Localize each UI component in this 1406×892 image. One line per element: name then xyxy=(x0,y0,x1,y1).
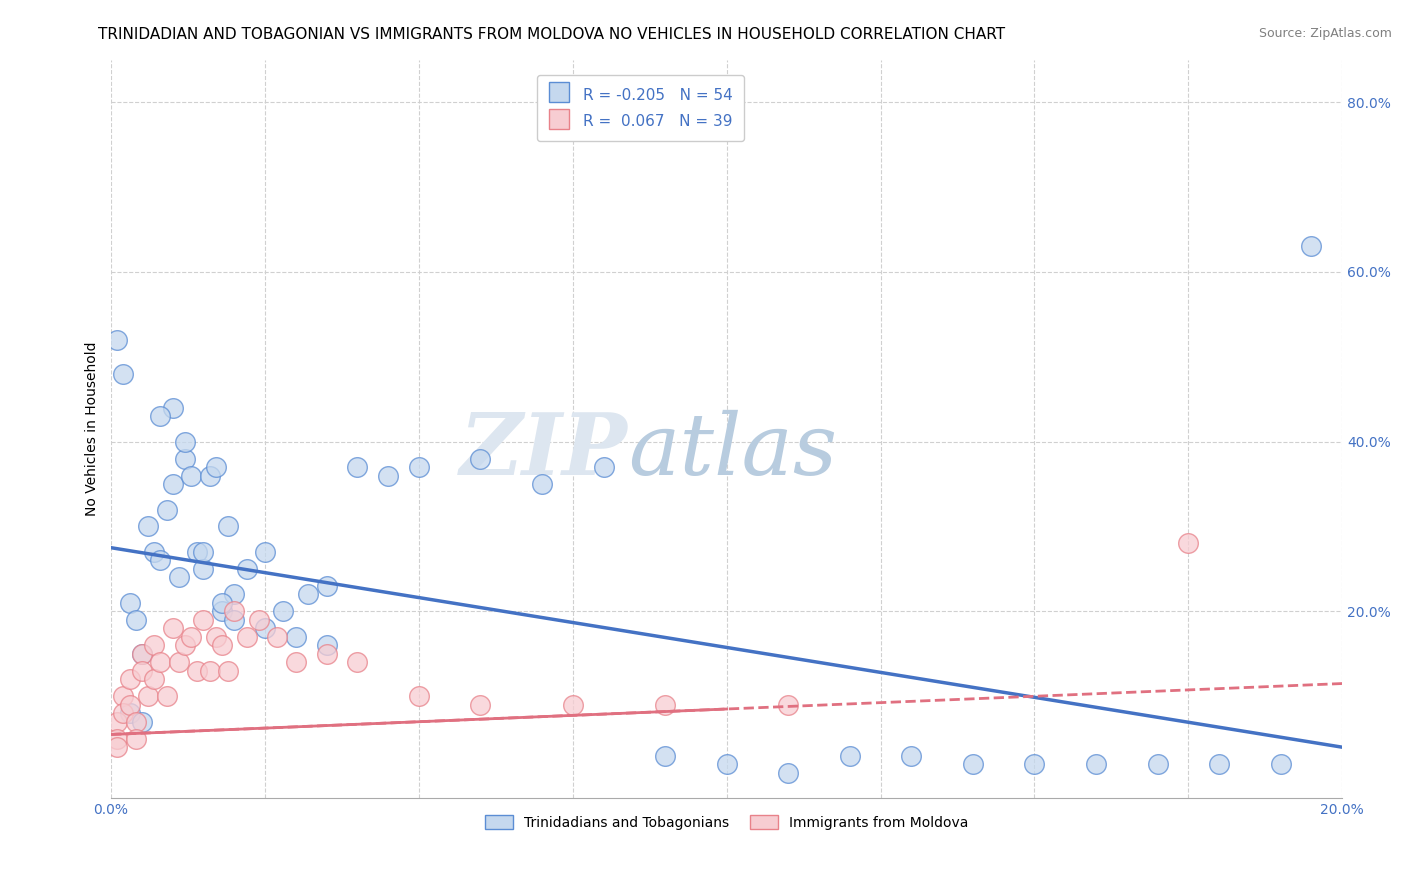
Point xyxy=(253,621,276,635)
Point xyxy=(211,604,233,618)
Point xyxy=(900,748,922,763)
Point xyxy=(131,714,153,729)
Point xyxy=(155,502,177,516)
Point xyxy=(1024,757,1046,772)
Point xyxy=(217,664,239,678)
Point xyxy=(211,638,233,652)
Text: Source: ZipAtlas.com: Source: ZipAtlas.com xyxy=(1258,27,1392,40)
Point xyxy=(162,477,184,491)
Point xyxy=(143,673,166,687)
Point xyxy=(217,519,239,533)
Point xyxy=(125,714,148,729)
Point xyxy=(1270,757,1292,772)
Point xyxy=(1177,536,1199,550)
Point xyxy=(470,451,492,466)
Point xyxy=(125,731,148,746)
Point xyxy=(131,664,153,678)
Point xyxy=(143,638,166,652)
Point xyxy=(315,638,337,652)
Point xyxy=(408,460,430,475)
Point xyxy=(247,613,270,627)
Point xyxy=(136,519,159,533)
Point xyxy=(149,553,172,567)
Point xyxy=(118,706,141,721)
Text: atlas: atlas xyxy=(628,409,838,492)
Point xyxy=(224,613,246,627)
Legend: Trinidadians and Tobagonians, Immigrants from Moldova: Trinidadians and Tobagonians, Immigrants… xyxy=(479,810,974,836)
Point xyxy=(136,690,159,704)
Point xyxy=(105,714,128,729)
Point xyxy=(112,367,135,381)
Point xyxy=(204,630,226,644)
Point xyxy=(1085,757,1108,772)
Point xyxy=(180,468,202,483)
Point xyxy=(224,604,246,618)
Point xyxy=(186,545,208,559)
Point xyxy=(654,748,676,763)
Point xyxy=(131,647,153,661)
Point xyxy=(235,562,257,576)
Point xyxy=(315,579,337,593)
Point xyxy=(224,587,246,601)
Point xyxy=(131,647,153,661)
Point xyxy=(193,545,215,559)
Point xyxy=(112,690,135,704)
Point xyxy=(167,656,190,670)
Point xyxy=(284,630,307,644)
Point xyxy=(962,757,984,772)
Point xyxy=(235,630,257,644)
Point xyxy=(193,613,215,627)
Point xyxy=(838,748,860,763)
Point xyxy=(174,451,197,466)
Point xyxy=(143,545,166,559)
Point xyxy=(105,731,128,746)
Y-axis label: No Vehicles in Household: No Vehicles in Household xyxy=(86,342,100,516)
Point xyxy=(118,698,141,712)
Point xyxy=(778,698,800,712)
Point xyxy=(273,604,295,618)
Point xyxy=(1208,757,1230,772)
Point xyxy=(1301,239,1323,253)
Point xyxy=(162,401,184,415)
Point xyxy=(118,596,141,610)
Point xyxy=(105,740,128,755)
Point xyxy=(561,698,583,712)
Point xyxy=(162,621,184,635)
Point xyxy=(174,434,197,449)
Text: ZIP: ZIP xyxy=(460,409,628,492)
Point xyxy=(193,562,215,576)
Point xyxy=(211,596,233,610)
Point xyxy=(253,545,276,559)
Point xyxy=(778,765,800,780)
Point xyxy=(654,698,676,712)
Point xyxy=(470,698,492,712)
Point xyxy=(377,468,399,483)
Point xyxy=(315,647,337,661)
Point xyxy=(112,706,135,721)
Point xyxy=(408,690,430,704)
Point xyxy=(186,664,208,678)
Point xyxy=(118,673,141,687)
Point xyxy=(167,570,190,584)
Point xyxy=(180,630,202,644)
Text: TRINIDADIAN AND TOBAGONIAN VS IMMIGRANTS FROM MOLDOVA NO VEHICLES IN HOUSEHOLD C: TRINIDADIAN AND TOBAGONIAN VS IMMIGRANTS… xyxy=(98,27,1005,42)
Point xyxy=(149,409,172,424)
Point xyxy=(297,587,319,601)
Point xyxy=(174,638,197,652)
Point xyxy=(346,460,368,475)
Point xyxy=(284,656,307,670)
Point xyxy=(1146,757,1168,772)
Point xyxy=(149,656,172,670)
Point xyxy=(105,333,128,347)
Point xyxy=(266,630,288,644)
Point xyxy=(125,613,148,627)
Point xyxy=(592,460,614,475)
Point xyxy=(198,664,221,678)
Point xyxy=(198,468,221,483)
Point xyxy=(155,690,177,704)
Point xyxy=(346,656,368,670)
Point xyxy=(530,477,553,491)
Point xyxy=(204,460,226,475)
Point xyxy=(716,757,738,772)
